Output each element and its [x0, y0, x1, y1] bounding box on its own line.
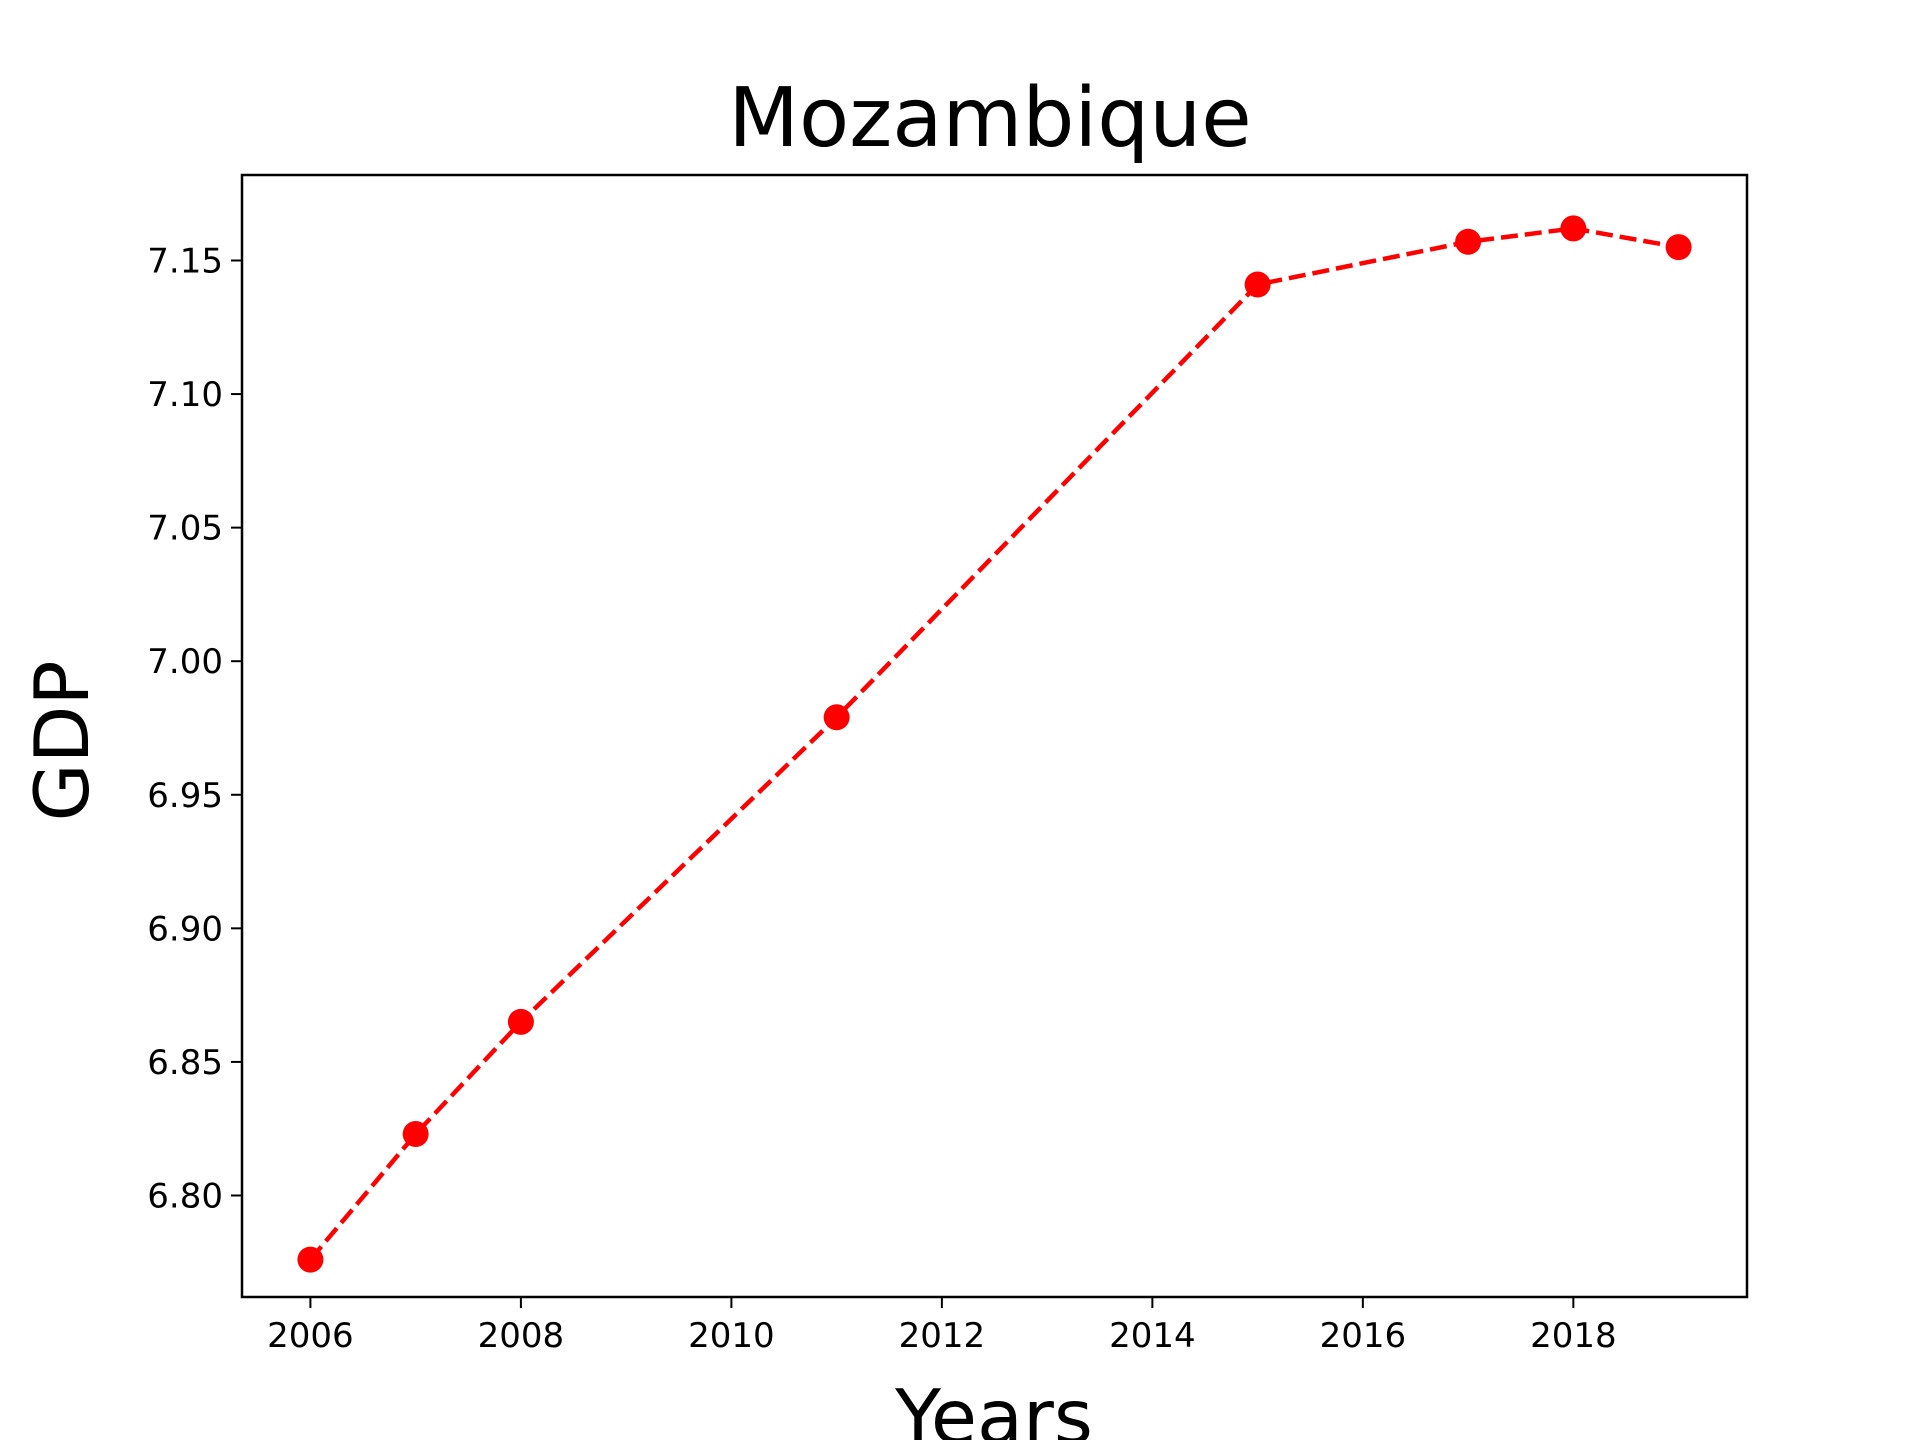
x-tick-label: 2010 — [688, 1316, 775, 1356]
y-tick-label: 6.95 — [147, 776, 223, 816]
series-layer — [297, 215, 1692, 1273]
y-tick-label: 6.80 — [147, 1176, 223, 1216]
y-tick-label: 7.05 — [147, 509, 223, 549]
data-point — [823, 704, 850, 731]
x-axis: 2006 2008 2010 2012 2014 2016 2018 — [267, 1297, 1617, 1356]
x-tick-label: 2012 — [899, 1316, 986, 1356]
x-tick-label: 2018 — [1530, 1316, 1617, 1356]
y-tick-label: 7.00 — [147, 642, 223, 682]
data-point — [402, 1121, 429, 1148]
chart-title: Mozambique — [728, 71, 1251, 166]
data-point — [1560, 215, 1587, 242]
y-axis-label: GDP — [18, 660, 106, 821]
y-tick-label: 7.10 — [147, 375, 223, 415]
data-point — [1665, 234, 1692, 261]
y-tick-label: 6.90 — [147, 909, 223, 949]
data-point — [1244, 271, 1271, 298]
y-tick-label: 6.85 — [147, 1043, 223, 1083]
data-point — [297, 1246, 324, 1273]
x-tick-label: 2008 — [478, 1316, 565, 1356]
data-point — [1455, 228, 1482, 255]
data-point — [507, 1008, 534, 1035]
x-tick-label: 2006 — [267, 1316, 354, 1356]
x-tick-label: 2014 — [1109, 1316, 1196, 1356]
x-tick-label: 2016 — [1320, 1316, 1407, 1356]
x-axis-label: Years — [894, 1373, 1093, 1440]
y-axis: 6.80 6.85 6.90 6.95 7.00 7.05 7.10 7.15 — [147, 241, 242, 1216]
y-tick-label: 7.15 — [147, 241, 223, 281]
plot-area-frame — [240, 173, 1749, 1299]
series-line — [308, 226, 1679, 1262]
